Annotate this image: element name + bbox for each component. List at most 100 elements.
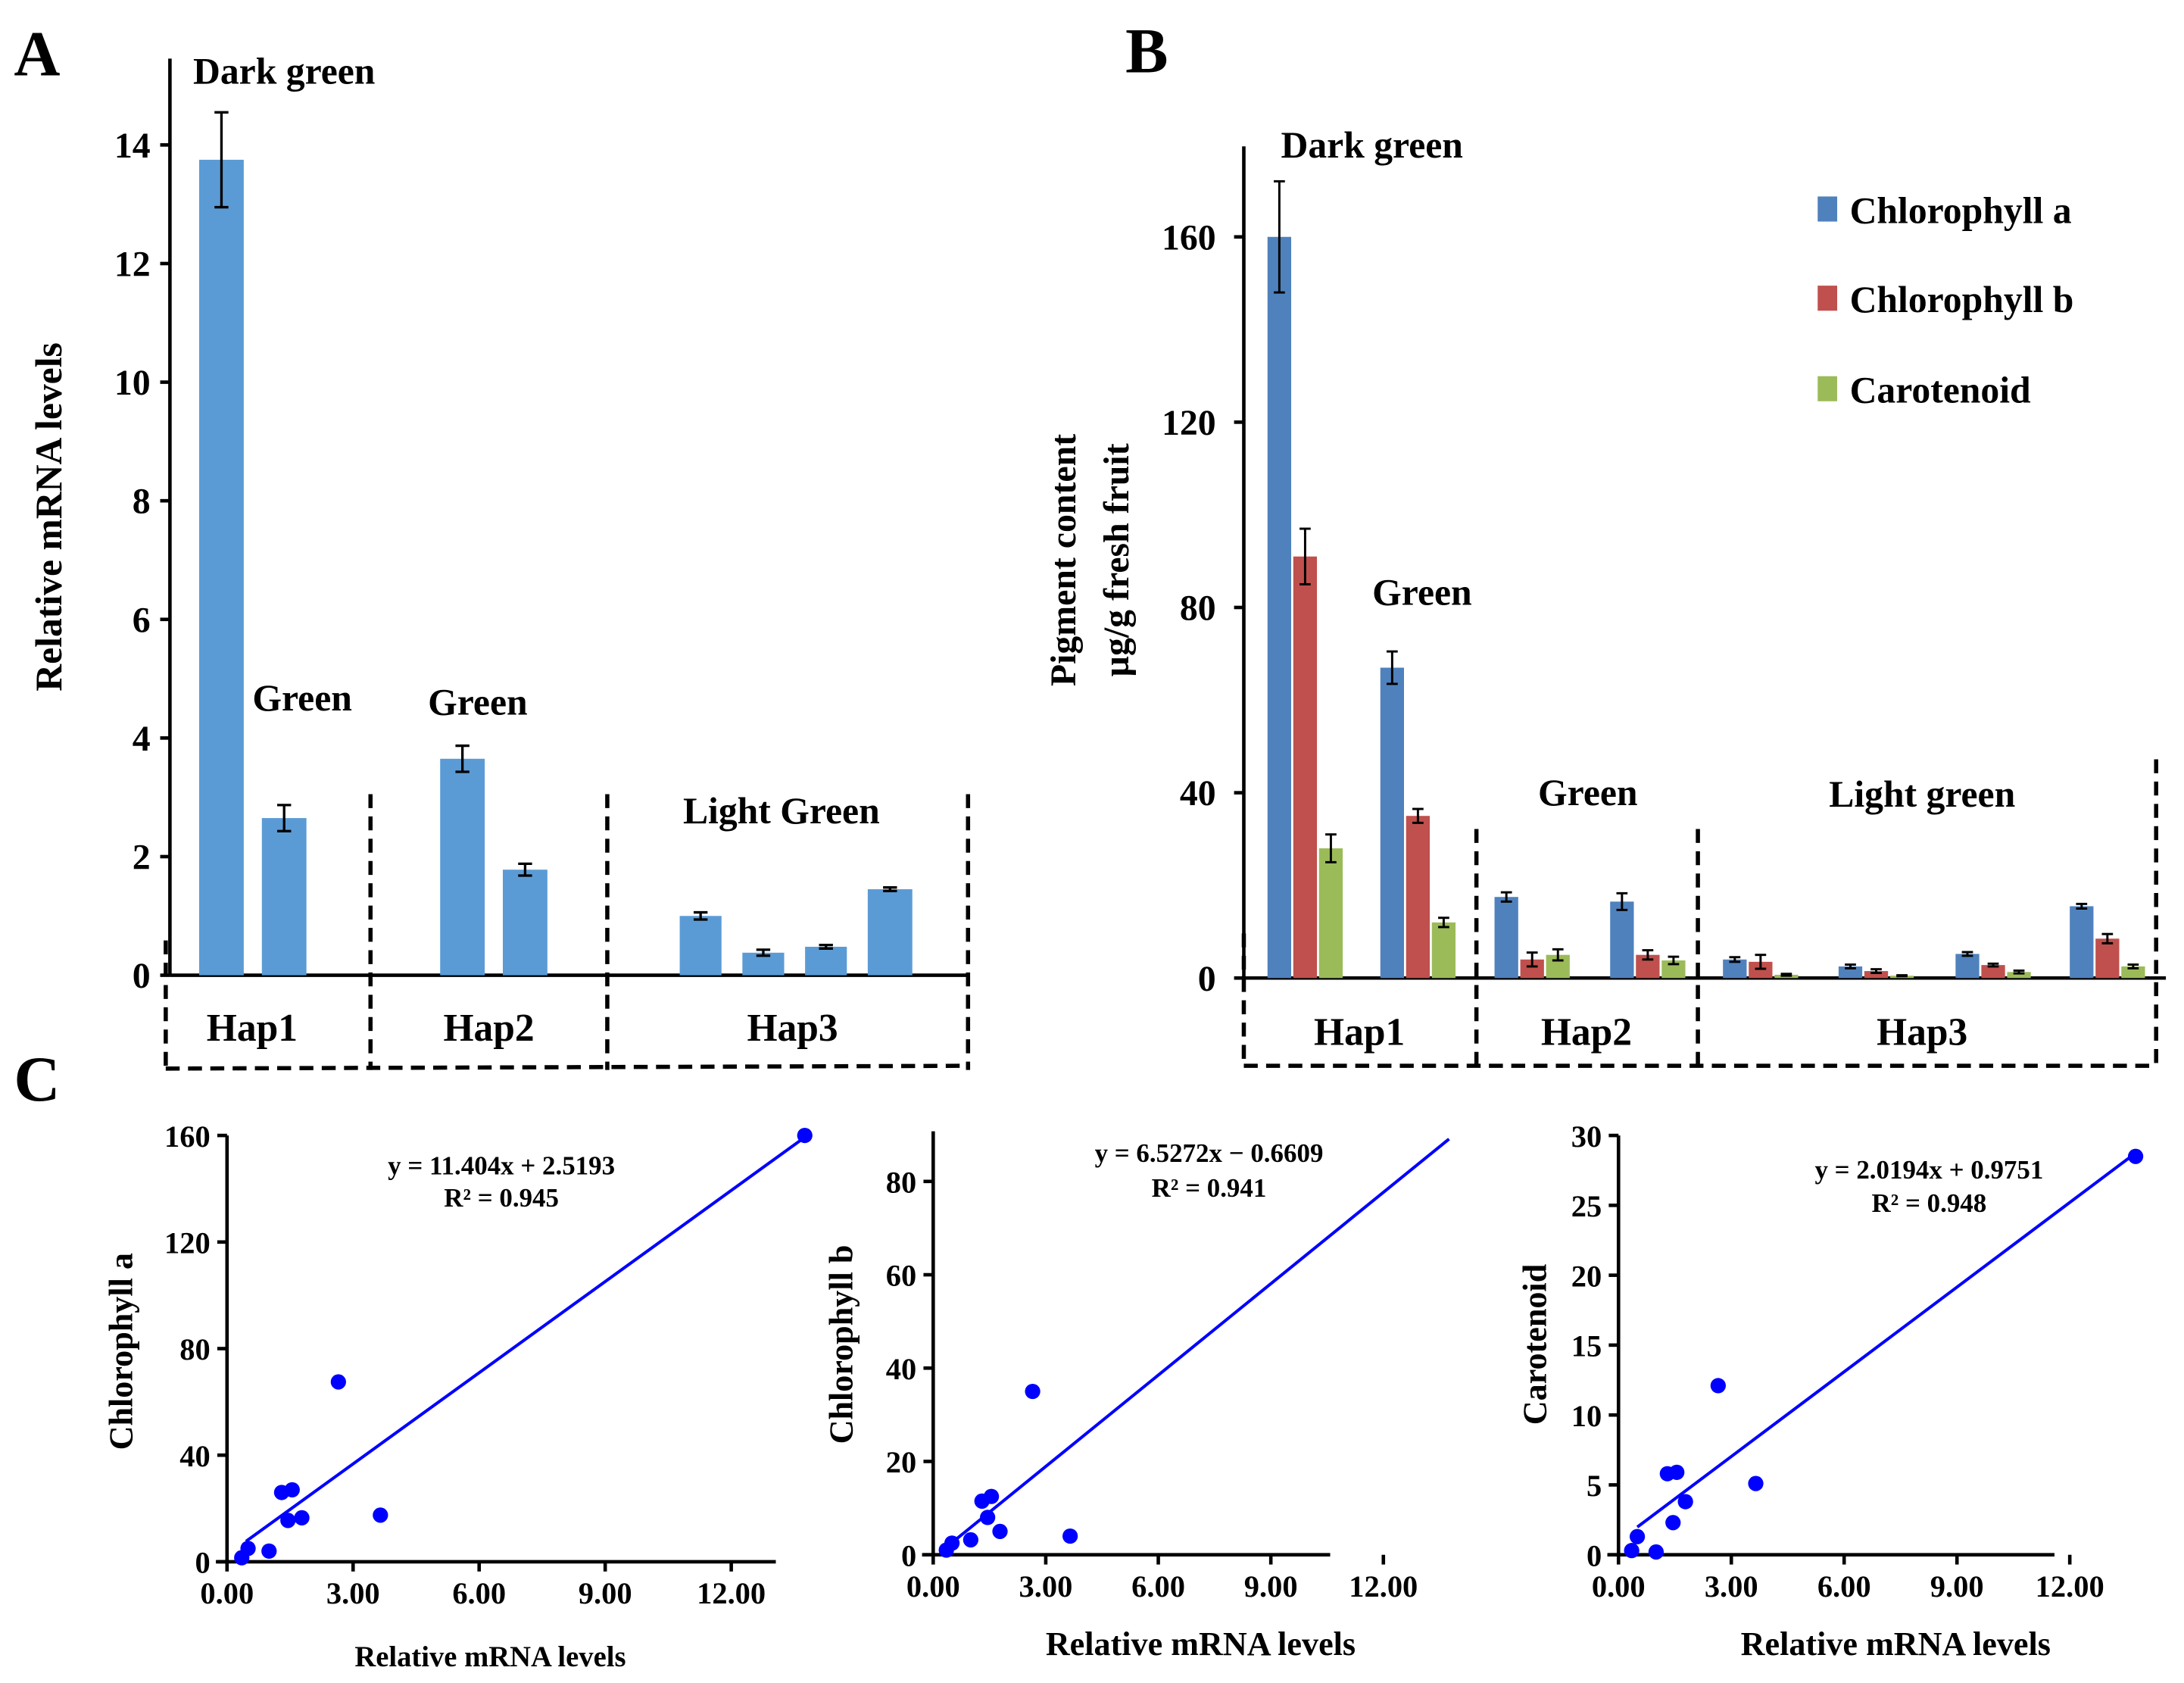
y-tick-label: 14 xyxy=(114,126,151,166)
bar xyxy=(679,916,722,976)
y-axis-label-line1: Pigment content xyxy=(1044,434,1084,686)
data-point xyxy=(1025,1383,1041,1400)
bar-chlorophyll-b xyxy=(1406,816,1431,979)
y-tick-label: 0 xyxy=(195,1546,210,1580)
bar-chlorophyll-b xyxy=(1749,961,1773,979)
bar-chlorophyll-a xyxy=(2070,906,2094,979)
data-point xyxy=(1062,1528,1078,1544)
y-tick-label: 40 xyxy=(179,1439,210,1473)
group-label: Hap1 xyxy=(207,1007,298,1050)
data-point xyxy=(797,1127,813,1144)
bar xyxy=(440,758,485,976)
r-squared: R² = 0.941 xyxy=(1152,1173,1267,1203)
data-point xyxy=(1669,1464,1685,1480)
data-point xyxy=(992,1523,1008,1540)
bar-chlorophyll-a xyxy=(1267,236,1292,979)
group-label: Hap1 xyxy=(1314,1011,1405,1054)
y-tick-label: 60 xyxy=(886,1259,916,1293)
x-tick-label: 6.00 xyxy=(1817,1569,1871,1603)
color-annotation: Light green xyxy=(1829,773,2015,815)
regression-equation: y = 2.0194x + 0.9751 xyxy=(1814,1155,2043,1185)
y-tick-label: 20 xyxy=(886,1445,916,1479)
legend-swatch xyxy=(1817,196,1838,222)
trendline xyxy=(945,1138,1450,1549)
y-tick-label: 80 xyxy=(1180,589,1216,629)
y-tick-label: 4 xyxy=(133,719,151,759)
bar-carotenoid xyxy=(2121,966,2145,979)
x-tick-label: 9.00 xyxy=(1244,1569,1298,1603)
bar-chlorophyll-a xyxy=(1838,966,1863,979)
legend-label: Chlorophyll a xyxy=(1850,189,2072,231)
data-point xyxy=(963,1532,978,1548)
legend-label: Chlorophyll b xyxy=(1850,279,2074,320)
chart-c3-carotenoid-scatter: 0 5 10 15 20 25 30 0.00 3.00 6.00 9.00 12.00 Caroten… xyxy=(1517,1119,2144,1663)
x-tick-label: 3.00 xyxy=(1019,1569,1073,1603)
y-axis-label: Chlorophyll b xyxy=(823,1245,860,1444)
bar-chlorophyll-a xyxy=(1955,954,1980,979)
data-point xyxy=(983,1488,1000,1504)
x-axis-label: Relative mRNA levels xyxy=(1741,1625,2051,1663)
y-tick-label: 6 xyxy=(133,600,151,640)
bar xyxy=(261,818,307,976)
data-point xyxy=(944,1535,960,1551)
y-tick-label: 5 xyxy=(1587,1469,1602,1503)
color-annotation: Light Green xyxy=(683,790,880,832)
legend-swatch xyxy=(1817,376,1838,401)
trendline xyxy=(1636,1151,2137,1528)
data-point xyxy=(2127,1148,2144,1164)
chart-b-pigment-bars: 0 40 80 120 160 Pigment content µg/g fresh fru… xyxy=(1044,124,2167,1068)
panel-letter-c: C xyxy=(14,1044,60,1115)
panel-letter-a: A xyxy=(14,19,60,89)
trendline xyxy=(245,1135,806,1543)
y-axis-label: Carotenoid xyxy=(1517,1263,1554,1425)
x-tick-label: 12.00 xyxy=(1349,1569,1418,1603)
chart-a-mrna-bars: 0 2 4 6 8 10 12 14 Relative mRNA levels Hap1 Hap2 H… xyxy=(28,50,971,1073)
bar xyxy=(805,946,847,976)
bar-carotenoid xyxy=(1661,960,1686,979)
x-tick-label: 3.00 xyxy=(1705,1569,1758,1603)
data-point xyxy=(1677,1494,1693,1510)
chart-c2-chlorophyll-b-scatter: 0 20 40 60 80 0.00 3.00 6.00 9.00 12.00 Chlorophyl… xyxy=(823,1131,1450,1663)
x-tick-label: 6.00 xyxy=(452,1576,506,1610)
x-tick-label: 12.00 xyxy=(697,1576,766,1610)
data-point xyxy=(1665,1515,1681,1531)
data-point xyxy=(373,1507,388,1523)
data-point xyxy=(330,1374,346,1390)
y-tick-label: 80 xyxy=(886,1166,916,1200)
legend-swatch xyxy=(1817,286,1838,311)
bar xyxy=(502,870,548,976)
bar-carotenoid xyxy=(2007,972,2031,979)
bar-chlorophyll-a xyxy=(1494,897,1518,979)
bar xyxy=(199,159,244,976)
group-label: Hap3 xyxy=(1877,1011,1967,1054)
y-tick-label: 10 xyxy=(1571,1399,1602,1433)
bar-chlorophyll-a xyxy=(1610,901,1634,979)
bar-chlorophyll-b xyxy=(1864,971,1889,979)
y-tick-label: 10 xyxy=(114,363,151,403)
data-point xyxy=(1748,1475,1764,1491)
regression-equation: y = 11.404x + 2.5193 xyxy=(388,1151,615,1181)
color-annotation: Green xyxy=(1538,772,1637,813)
y-tick-label: 160 xyxy=(164,1119,211,1154)
group-label: Hap2 xyxy=(1541,1011,1632,1054)
bar xyxy=(867,889,913,976)
x-tick-label: 0.00 xyxy=(906,1569,960,1603)
y-tick-label: 25 xyxy=(1571,1189,1602,1223)
x-tick-label: 3.00 xyxy=(326,1576,380,1610)
color-annotation: Green xyxy=(252,677,351,719)
y-tick-label: 2 xyxy=(133,838,151,878)
y-tick-label: 120 xyxy=(1162,403,1216,443)
bar-chlorophyll-b xyxy=(2095,938,2120,979)
y-tick-label: 12 xyxy=(114,245,151,285)
y-tick-label: 15 xyxy=(1571,1329,1602,1363)
color-annotation: Dark green xyxy=(1281,124,1462,166)
chart-c1-chlorophyll-a-scatter: 0 40 80 120 160 0.00 3.00 6.00 9.00 12.00 Chloroph… xyxy=(103,1119,813,1673)
data-point xyxy=(1624,1543,1640,1559)
y-axis-label: Chlorophyll a xyxy=(103,1253,140,1450)
y-tick-label: 20 xyxy=(1571,1259,1602,1293)
data-point xyxy=(294,1510,310,1525)
x-tick-label: 9.00 xyxy=(1930,1569,1984,1603)
y-tick-label: 0 xyxy=(1198,959,1216,999)
data-point xyxy=(1648,1544,1665,1560)
